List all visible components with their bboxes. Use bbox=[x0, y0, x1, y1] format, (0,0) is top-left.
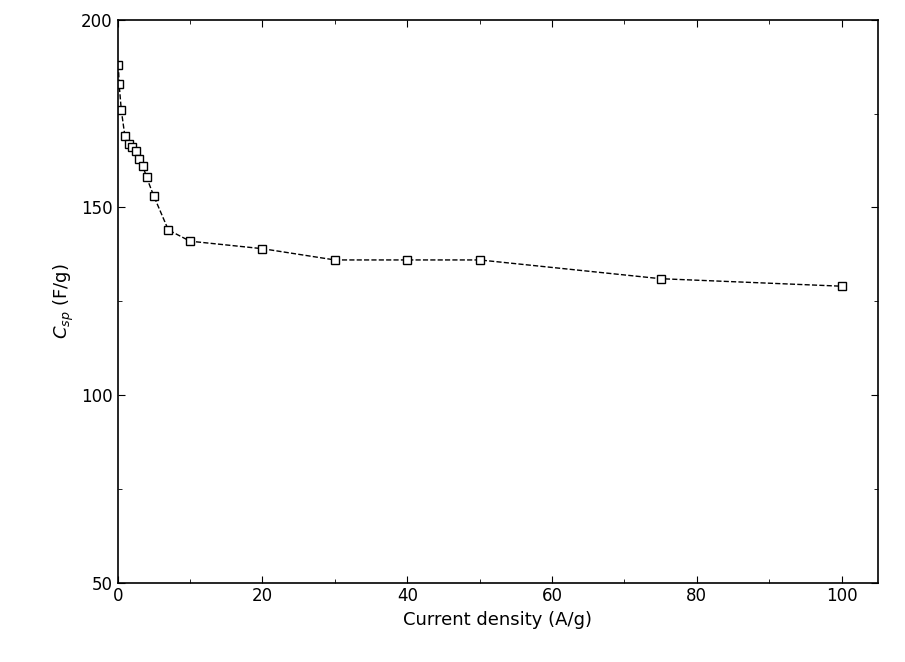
X-axis label: Current density (A/g): Current density (A/g) bbox=[404, 611, 592, 629]
Y-axis label: $C_{sp}$ (F/g): $C_{sp}$ (F/g) bbox=[52, 263, 76, 339]
